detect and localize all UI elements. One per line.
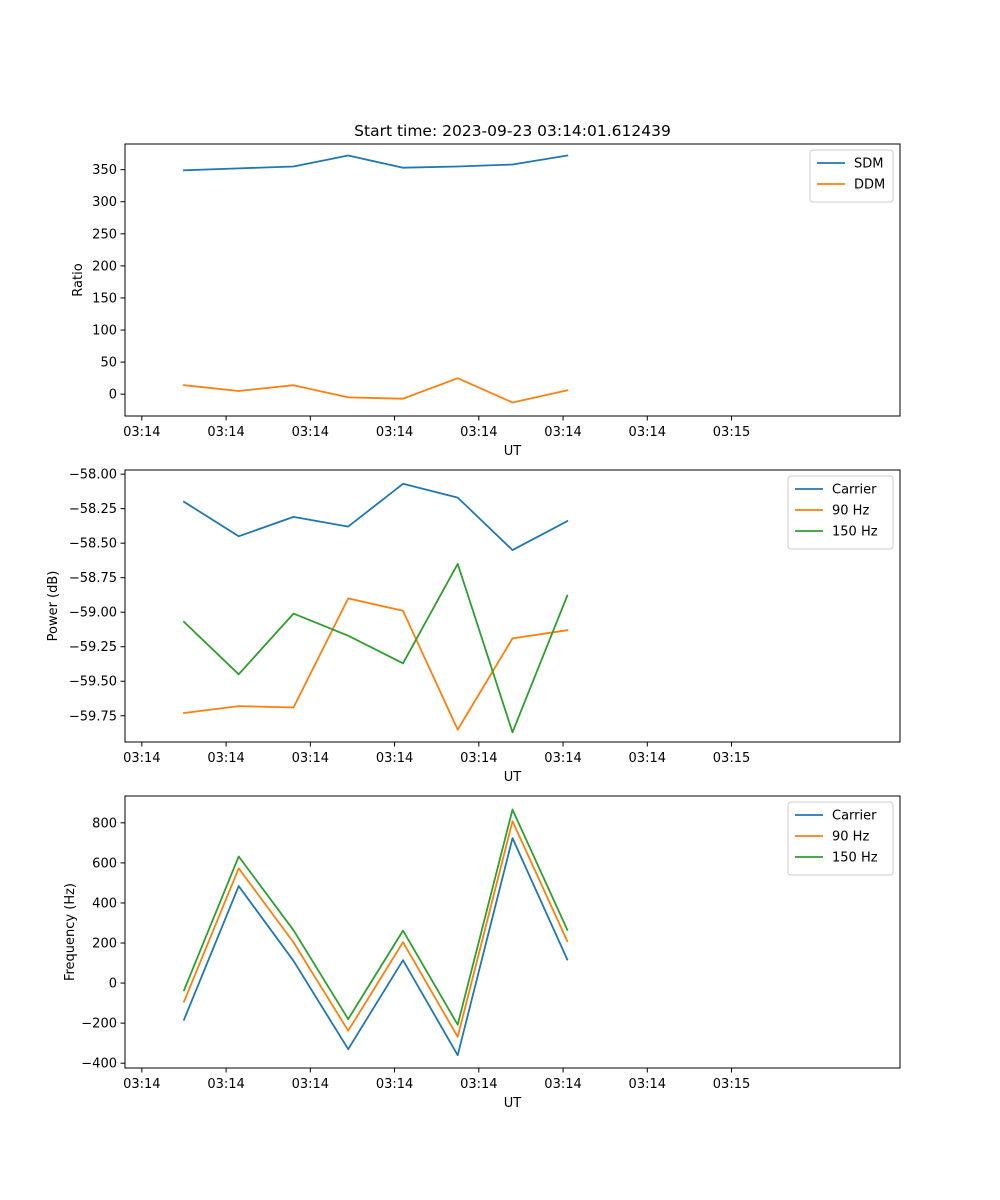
frequency-y-tick-label: 400 — [92, 896, 117, 911]
power-y-tick-label: −59.00 — [69, 606, 117, 621]
frequency-y-axis-label: Frequency (Hz) — [63, 883, 78, 981]
power-series-90-hz-line — [182, 597, 569, 731]
ratio-x-tick-label: 03:14 — [376, 425, 413, 440]
power-x-tick-label: 03:14 — [123, 751, 160, 766]
frequency-x-tick-label: 03:14 — [376, 1077, 413, 1092]
ratio-y-tick-label: 150 — [92, 291, 117, 306]
ratio-y-tick-label: 350 — [92, 163, 117, 178]
ratio-x-tick-label: 03:15 — [713, 425, 750, 440]
ratio-legend-label: DDM — [854, 178, 885, 193]
frequency-legend-label: Carrier — [832, 809, 877, 824]
power-y-tick-label: −58.50 — [69, 537, 117, 552]
frequency-y-tick-label: 600 — [92, 856, 117, 871]
power-y-tick-label: −59.75 — [69, 709, 117, 724]
power-y-tick-label: −59.50 — [69, 675, 117, 690]
ratio-legend-label: SDM — [854, 157, 883, 172]
ratio-y-axis-label: Ratio — [71, 263, 86, 296]
power-y-tick-label: −58.75 — [69, 571, 117, 586]
frequency-x-tick-label: 03:14 — [460, 1077, 497, 1092]
ratio-axes-frame — [124, 143, 901, 417]
power-x-tick-label: 03:14 — [460, 751, 497, 766]
power-y-tick-label: −58.00 — [69, 468, 117, 483]
ratio-x-axis-label: UT — [504, 444, 522, 459]
power-x-tick-label: 03:15 — [713, 751, 750, 766]
frequency-y-tick-label: 800 — [92, 816, 117, 831]
figure-title: Start time: 2023-09-23 03:14:01.612439 — [354, 122, 671, 140]
ratio-y-tick-label: 0 — [109, 388, 117, 403]
ratio-x-tick-label: 03:14 — [460, 425, 497, 440]
frequency-axes-frame — [124, 795, 901, 1069]
frequency-legend: Carrier 90 Hz 150 Hz — [787, 801, 894, 876]
ratio-x-tick-label: 03:14 — [544, 425, 581, 440]
power-x-tick-label: 03:14 — [629, 751, 666, 766]
power-legend-label: Carrier — [832, 483, 877, 498]
power-series-150-hz-line — [182, 563, 569, 734]
power-x-tick-label: 03:14 — [207, 751, 244, 766]
frequency-x-tick-label: 03:14 — [292, 1077, 329, 1092]
frequency-y-tick-label: 200 — [92, 937, 117, 952]
frequency-x-tick-label: 03:14 — [123, 1077, 160, 1092]
power-legend-label: 90 Hz — [832, 504, 869, 519]
power-series-carrier-line — [182, 482, 569, 551]
ratio-y-tick-label: 250 — [92, 227, 117, 242]
frequency-series-carrier-line — [182, 837, 569, 1057]
frequency-x-tick-label: 03:14 — [544, 1077, 581, 1092]
power-legend: Carrier 90 Hz 150 Hz — [787, 475, 894, 550]
ratio-y-tick-label: 50 — [100, 356, 117, 371]
frequency-x-tick-label: 03:14 — [207, 1077, 244, 1092]
ratio-x-tick-label: 03:14 — [629, 425, 666, 440]
frequency-y-tick-label: −200 — [81, 1017, 117, 1032]
ratio-series-sdm-line — [183, 154, 569, 172]
power-x-tick-label: 03:14 — [376, 751, 413, 766]
frequency-y-tick-label: 0 — [109, 977, 117, 992]
frequency-y-tick-label: −400 — [81, 1057, 117, 1072]
ratio-y-tick-label: 300 — [92, 195, 117, 210]
power-legend-label: 150 Hz — [832, 525, 878, 540]
ratio-x-tick-label: 03:14 — [207, 425, 244, 440]
frequency-x-tick-label: 03:14 — [629, 1077, 666, 1092]
ratio-y-tick-label: 200 — [92, 259, 117, 274]
power-y-tick-label: −59.25 — [69, 640, 117, 655]
frequency-panel: 03:14 03:14 03:14 03:14 03:14 03:14 03:14 03:15… — [63, 795, 901, 1111]
frequency-x-tick-label: 03:15 — [713, 1077, 750, 1092]
ratio-x-tick-label: 03:14 — [292, 425, 329, 440]
frequency-series-150-hz-line — [182, 808, 569, 1026]
power-panel: 03:14 03:14 03:14 03:14 03:14 03:14 03:14 03:15… — [46, 468, 901, 785]
ratio-series-ddm-line — [183, 377, 569, 404]
frequency-legend-label: 90 Hz — [832, 830, 869, 845]
frequency-x-axis-label: UT — [504, 1096, 522, 1111]
frequency-legend-label: 150 Hz — [832, 851, 878, 866]
ratio-y-tick-label: 100 — [92, 324, 117, 339]
power-y-tick-label: −58.25 — [69, 502, 117, 517]
power-x-tick-label: 03:14 — [544, 751, 581, 766]
frequency-series-90-hz-line — [182, 820, 569, 1038]
power-x-axis-label: UT — [504, 770, 522, 785]
power-axes-frame — [124, 469, 901, 743]
ratio-legend: SDM DDM — [809, 149, 894, 203]
ratio-x-tick-label: 03:14 — [123, 425, 160, 440]
ratio-panel: 03:14 03:14 03:14 03:14 03:14 03:14 03:14 03:15… — [71, 143, 901, 459]
power-y-axis-label: Power (dB) — [46, 571, 61, 642]
power-x-tick-label: 03:14 — [292, 751, 329, 766]
